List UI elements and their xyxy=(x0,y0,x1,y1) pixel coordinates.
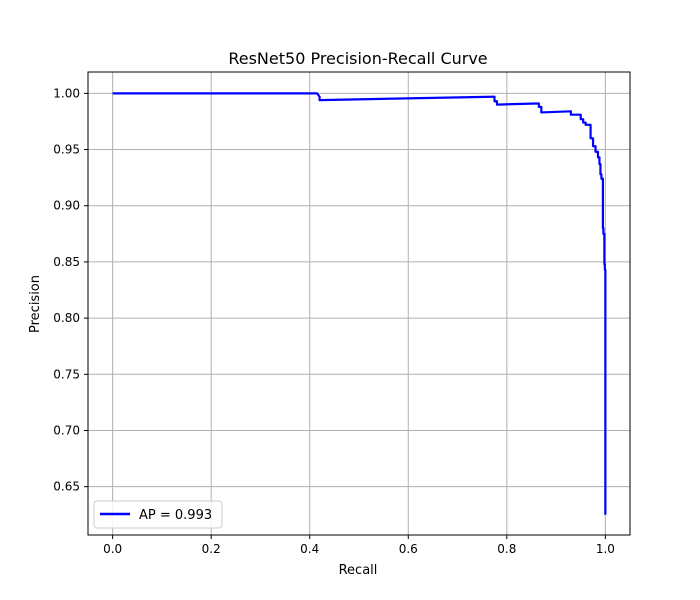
x-tick-label: 0.0 xyxy=(103,542,122,556)
y-tick-label: 0.80 xyxy=(53,311,80,325)
series-line xyxy=(112,92,607,515)
legend-box xyxy=(93,500,223,529)
x-tick-label: 0.2 xyxy=(202,542,221,556)
series-layer xyxy=(112,92,607,515)
y-tick-label: 0.90 xyxy=(53,199,80,213)
y-tick-label: 0.75 xyxy=(53,367,80,381)
x-tick-label: 0.8 xyxy=(497,542,516,556)
y-tick-label: 0.70 xyxy=(53,423,80,437)
x-axis-label: Recall xyxy=(339,563,378,578)
y-axis-label: Precision xyxy=(28,275,43,333)
x-tick-label: 1.0 xyxy=(596,542,615,556)
legend: AP = 0.993 xyxy=(93,500,223,529)
grid-lines xyxy=(88,72,630,535)
legend-entry-label: AP = 0.993 xyxy=(139,508,212,523)
y-tick-label: 1.00 xyxy=(53,86,80,100)
x-axis-ticks: 0.0 0.2 0.4 0.6 0.8 1.0 xyxy=(103,535,615,556)
plot-frame xyxy=(87,71,631,536)
y-tick-label: 0.65 xyxy=(53,480,80,494)
chart-title: ResNet50 Precision-Recall Curve xyxy=(228,49,487,68)
y-axis-ticks: 0.65 0.70 0.75 0.80 0.85 0.90 0.95 1.00 xyxy=(53,86,88,494)
y-tick-label: 0.95 xyxy=(53,143,80,157)
x-tick-label: 0.6 xyxy=(399,542,418,556)
y-tick-label: 0.85 xyxy=(53,255,80,269)
x-tick-label: 0.4 xyxy=(300,542,319,556)
